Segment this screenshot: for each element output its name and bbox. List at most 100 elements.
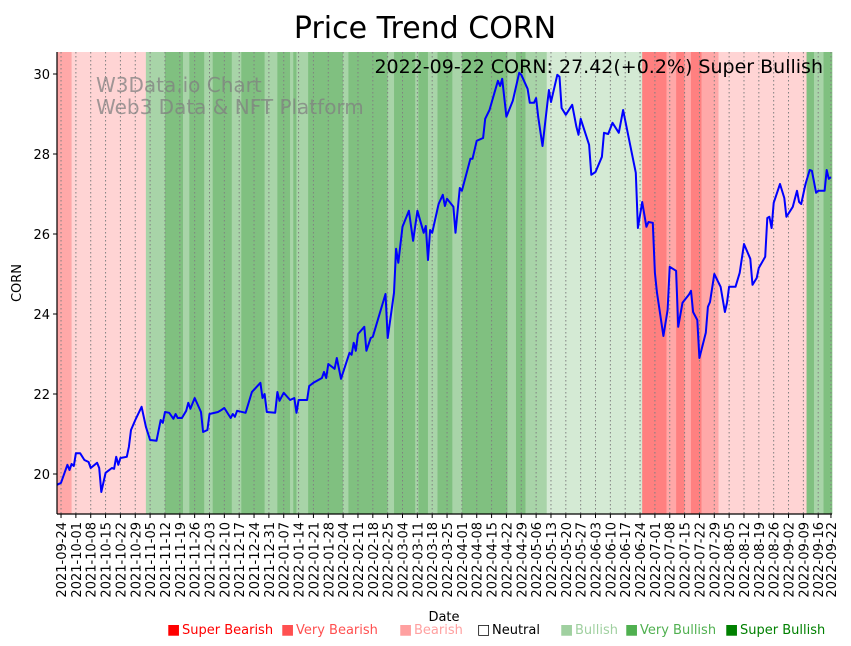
x-tick-label: 2022-05-13 <box>545 522 560 598</box>
legend-marker-icon: ■ <box>167 622 180 638</box>
sentiment-band-super-bearish <box>690 52 702 514</box>
sentiment-band-bullish <box>145 52 166 514</box>
x-tick-label: 2022-07-01 <box>649 522 664 598</box>
x-tick-label: 2022-02-11 <box>352 522 367 598</box>
legend-marker-icon: ■ <box>281 622 294 638</box>
legend-marker-icon: □ <box>477 622 490 638</box>
grid-lines <box>60 52 832 514</box>
x-tick-label: 2022-02-04 <box>337 522 352 598</box>
legend-item-very-bullish: ■ Very Bullish <box>625 622 716 638</box>
sentiment-band-bullish <box>452 52 463 514</box>
sentiment-band-very-bearish <box>701 52 719 514</box>
sentiment-bands <box>57 52 833 514</box>
legend-label: Neutral <box>492 623 540 638</box>
x-tick-label: 2022-06-24 <box>634 522 649 598</box>
x-tick-label: 2021-11-26 <box>189 522 204 598</box>
chart-title: Price Trend CORN <box>294 11 556 46</box>
x-tick-label: 2022-06-17 <box>619 522 634 598</box>
x-tick-label: 2022-05-27 <box>575 522 590 598</box>
sentiment-band-bullish <box>415 52 419 514</box>
sentiment-band-very-bullish <box>348 52 388 514</box>
x-tick-label: 2021-10-01 <box>70 522 85 598</box>
legend-marker-icon: ■ <box>625 622 638 638</box>
sentiment-band-very-bullish <box>212 52 233 514</box>
x-tick-label: 2021-12-03 <box>203 522 218 598</box>
sentiment-band-very-bearish <box>684 52 692 514</box>
price-line <box>56 71 832 493</box>
sentiment-band-very-bullish <box>189 52 205 514</box>
legend-item-neutral: □ Neutral <box>477 622 540 638</box>
x-tick-label: 2021-10-29 <box>129 522 144 598</box>
sentiment-band-very-bullish <box>823 52 833 514</box>
sentiment-band-very-bullish <box>164 52 184 514</box>
legend-marker-icon: ■ <box>725 622 738 638</box>
sentiment-band-very-bullish <box>293 52 297 514</box>
x-tick-label: 2022-09-02 <box>783 522 798 598</box>
x-tick-label: 2022-01-14 <box>293 522 308 598</box>
sentiment-band-super-bearish <box>676 52 685 514</box>
x-tick-label: 2022-03-18 <box>426 522 441 598</box>
legend-label: Very Bullish <box>640 623 716 638</box>
legend-marker-icon: ■ <box>399 622 412 638</box>
x-tick-label: 2022-09-16 <box>812 522 827 598</box>
sentiment-band-very-bullish <box>394 52 416 514</box>
sentiment-band-bullish <box>507 52 517 514</box>
legend-label: Very Bearish <box>296 623 378 638</box>
legend-label: Super Bullish <box>740 623 825 638</box>
legend-item-very-bearish: ■ Very Bearish <box>281 622 378 638</box>
x-tick-label: 2022-06-10 <box>604 522 619 598</box>
sentiment-band-very-bullish <box>308 52 344 514</box>
y-tick-label: 24 <box>33 308 50 323</box>
sentiment-band-bullish <box>204 52 213 514</box>
watermark-line-2: Web3 Data & NFT Platform <box>96 95 364 119</box>
sentiment-band-very-bearish <box>666 52 677 514</box>
x-tick-label: 2022-02-25 <box>382 522 397 598</box>
legend-item-super-bullish: ■ Super Bullish <box>725 622 825 638</box>
x-tick-label: 2022-07-29 <box>708 522 723 598</box>
sentiment-band-bullish <box>343 52 349 514</box>
x-tick-label: 2022-07-08 <box>664 522 679 598</box>
x-tick-label: 2021-11-19 <box>174 522 189 598</box>
x-tick-label: 2021-10-15 <box>100 522 115 598</box>
sentiment-band-bearish <box>71 52 147 514</box>
sentiment-band-bullish <box>182 52 190 514</box>
axes: 2021-09-24 2021-10-01 2021-10-08 2021-10-15… <box>33 52 840 598</box>
sentiment-band-very-bullish <box>515 52 526 514</box>
x-tick-label: 2022-02-18 <box>367 522 382 598</box>
sentiment-band-bullish <box>387 52 395 514</box>
sentiment-band-bullish <box>264 52 278 514</box>
x-tick-label: 2021-12-10 <box>218 522 233 598</box>
x-tick-label: 2022-05-20 <box>560 522 575 598</box>
sentiment-band-bullish <box>290 52 294 514</box>
x-tick-label: 2022-07-22 <box>693 522 708 598</box>
sentiment-band-very-bullish <box>418 52 429 514</box>
x-axis-label: Date <box>428 610 459 625</box>
x-tick-label: 2022-08-12 <box>738 522 753 598</box>
y-tick-label: 22 <box>33 388 50 403</box>
sentiment-band-bullish-pale <box>546 52 643 514</box>
legend-item-super-bearish: ■ Super Bearish <box>167 622 273 638</box>
sentiment-band-very-bullish <box>437 52 453 514</box>
x-tick-label: 2022-09-09 <box>797 522 812 598</box>
x-tick-label: 2021-10-22 <box>114 522 129 598</box>
legend: ■ Super Bearish ■ Very Bearish ■ Bearish □ Neut… <box>167 622 825 638</box>
x-tick-label: 2022-04-22 <box>500 522 515 598</box>
sentiment-band-bullish <box>813 52 824 514</box>
x-tick-label: 2022-07-15 <box>679 522 694 598</box>
x-tick-label: 2022-01-21 <box>307 522 322 598</box>
y-tick-label: 26 <box>33 228 50 243</box>
x-tick-label: 2021-09-24 <box>55 522 70 598</box>
x-tick-label: 2022-05-06 <box>530 522 545 598</box>
x-tick-label: 2022-04-29 <box>515 522 530 598</box>
x-tick-label: 2021-12-24 <box>248 522 263 598</box>
y-tick-label: 30 <box>33 68 50 83</box>
sentiment-band-bullish <box>427 52 438 514</box>
x-tick-label: 2022-03-04 <box>397 522 412 598</box>
x-tick-label: 2021-12-31 <box>263 522 278 598</box>
x-tick-label: 2022-01-28 <box>322 522 337 598</box>
x-tick-label: 2021-11-12 <box>159 522 174 598</box>
y-axis-label: CORN <box>10 264 25 302</box>
legend-item-bearish: ■ Bearish <box>399 622 463 638</box>
x-tick-label: 2022-04-08 <box>471 522 486 598</box>
